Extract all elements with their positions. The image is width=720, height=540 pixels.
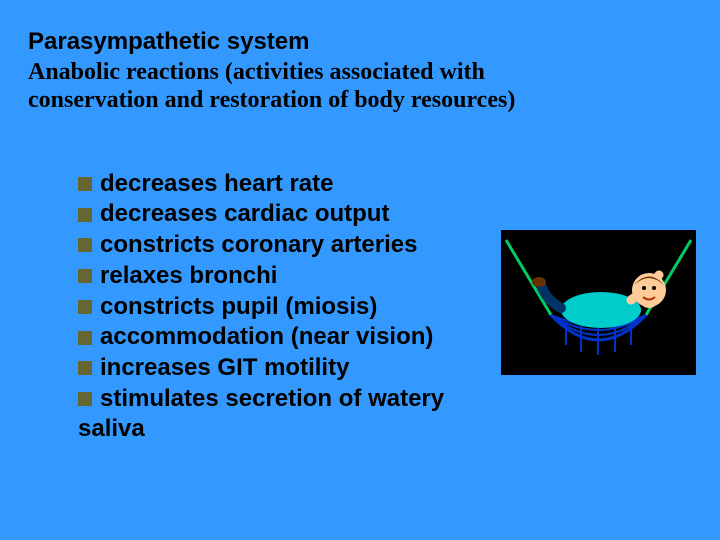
bullet-text: constricts coronary arteries (100, 230, 417, 261)
bullet-continuation: saliva (78, 414, 488, 445)
list-item: constricts coronary arteries (78, 230, 488, 261)
bullet-square-icon (78, 300, 92, 314)
slide-title: Parasympathetic system (28, 28, 692, 56)
list-item: accommodation (near vision) (78, 322, 488, 353)
bullet-square-icon (78, 331, 92, 345)
list-item: decreases heart rate (78, 169, 488, 200)
slide-content: Parasympathetic system Anabolic reaction… (0, 0, 720, 445)
bullet-square-icon (78, 177, 92, 191)
bullet-text: accommodation (near vision) (100, 322, 433, 353)
bullet-square-icon (78, 392, 92, 406)
bullet-text: decreases cardiac output (100, 199, 389, 230)
bullet-text: decreases heart rate (100, 169, 333, 200)
list-item: increases GIT motility (78, 353, 488, 384)
bullet-text: increases GIT motility (100, 353, 349, 384)
bullet-square-icon (78, 208, 92, 222)
list-item: decreases cardiac output (78, 199, 488, 230)
bullet-square-icon (78, 269, 92, 283)
list-item: stimulates secretion of watery (78, 384, 488, 415)
bullet-square-icon (78, 238, 92, 252)
list-item: constricts pupil (miosis) (78, 292, 488, 323)
bullet-list: decreases heart rate decreases cardiac o… (28, 169, 488, 445)
list-item: relaxes bronchi (78, 261, 488, 292)
slide-subtitle: Anabolic reactions (activities associate… (28, 58, 608, 115)
bullet-square-icon (78, 361, 92, 375)
bullet-text: stimulates secretion of watery (100, 384, 444, 415)
bullet-text: constricts pupil (miosis) (100, 292, 377, 323)
hammock-illustration (501, 230, 696, 375)
bullet-text: relaxes bronchi (100, 261, 277, 292)
